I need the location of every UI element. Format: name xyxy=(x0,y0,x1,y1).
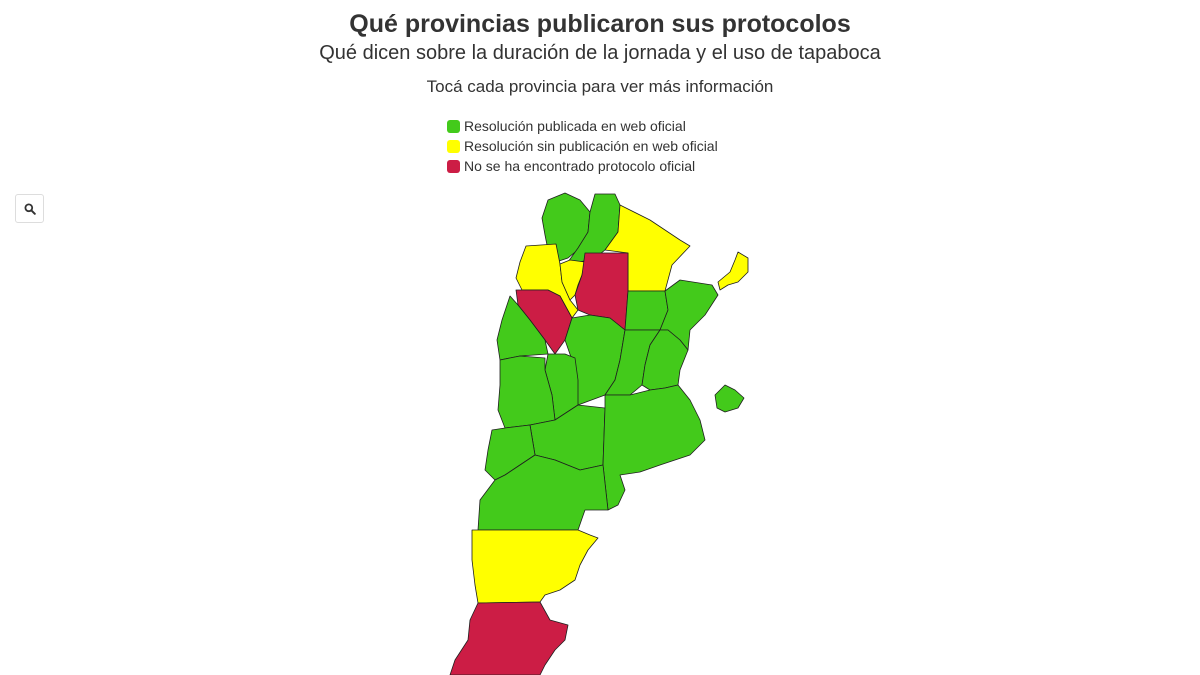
province-misiones[interactable] xyxy=(717,251,749,291)
legend-label-not-found: No se ha encontrado protocolo oficial xyxy=(464,158,696,174)
legend-swatch-not-found xyxy=(447,159,460,173)
legend-swatch-published xyxy=(447,119,460,133)
province-tucuman[interactable] xyxy=(559,259,586,301)
legend-item-unpublished[interactable]: Resolución sin publicación en web oficia… xyxy=(447,136,718,156)
zoom-button[interactable] xyxy=(15,194,44,223)
province-corrientes[interactable] xyxy=(659,279,719,351)
legend-swatch-unpublished xyxy=(447,139,460,153)
province-santa-cruz[interactable] xyxy=(449,601,569,675)
province-san-juan[interactable] xyxy=(496,295,549,361)
legend-item-not-found[interactable]: No se ha encontrado protocolo oficial xyxy=(447,156,718,176)
province-chubut[interactable] xyxy=(471,529,599,604)
map-subtitle: Qué dicen sobre la duración de la jornad… xyxy=(319,42,881,64)
legend-label-unpublished: Resolución sin publicación en web oficia… xyxy=(464,138,718,154)
search-icon xyxy=(24,203,36,215)
map-title: Qué provincias publicaron sus protocolos xyxy=(349,10,851,38)
province-buenos-aires[interactable] xyxy=(602,384,706,511)
province-islas-malvinas[interactable] xyxy=(714,384,745,413)
map-instruction: Tocá cada provincia para ver más informa… xyxy=(426,77,774,96)
province-chaco[interactable] xyxy=(624,290,669,331)
legend-label-published: Resolución publicada en web oficial xyxy=(464,118,686,134)
legend: Resolución publicada en web oficial Reso… xyxy=(447,116,718,176)
legend-item-published[interactable]: Resolución publicada en web oficial xyxy=(447,116,718,136)
